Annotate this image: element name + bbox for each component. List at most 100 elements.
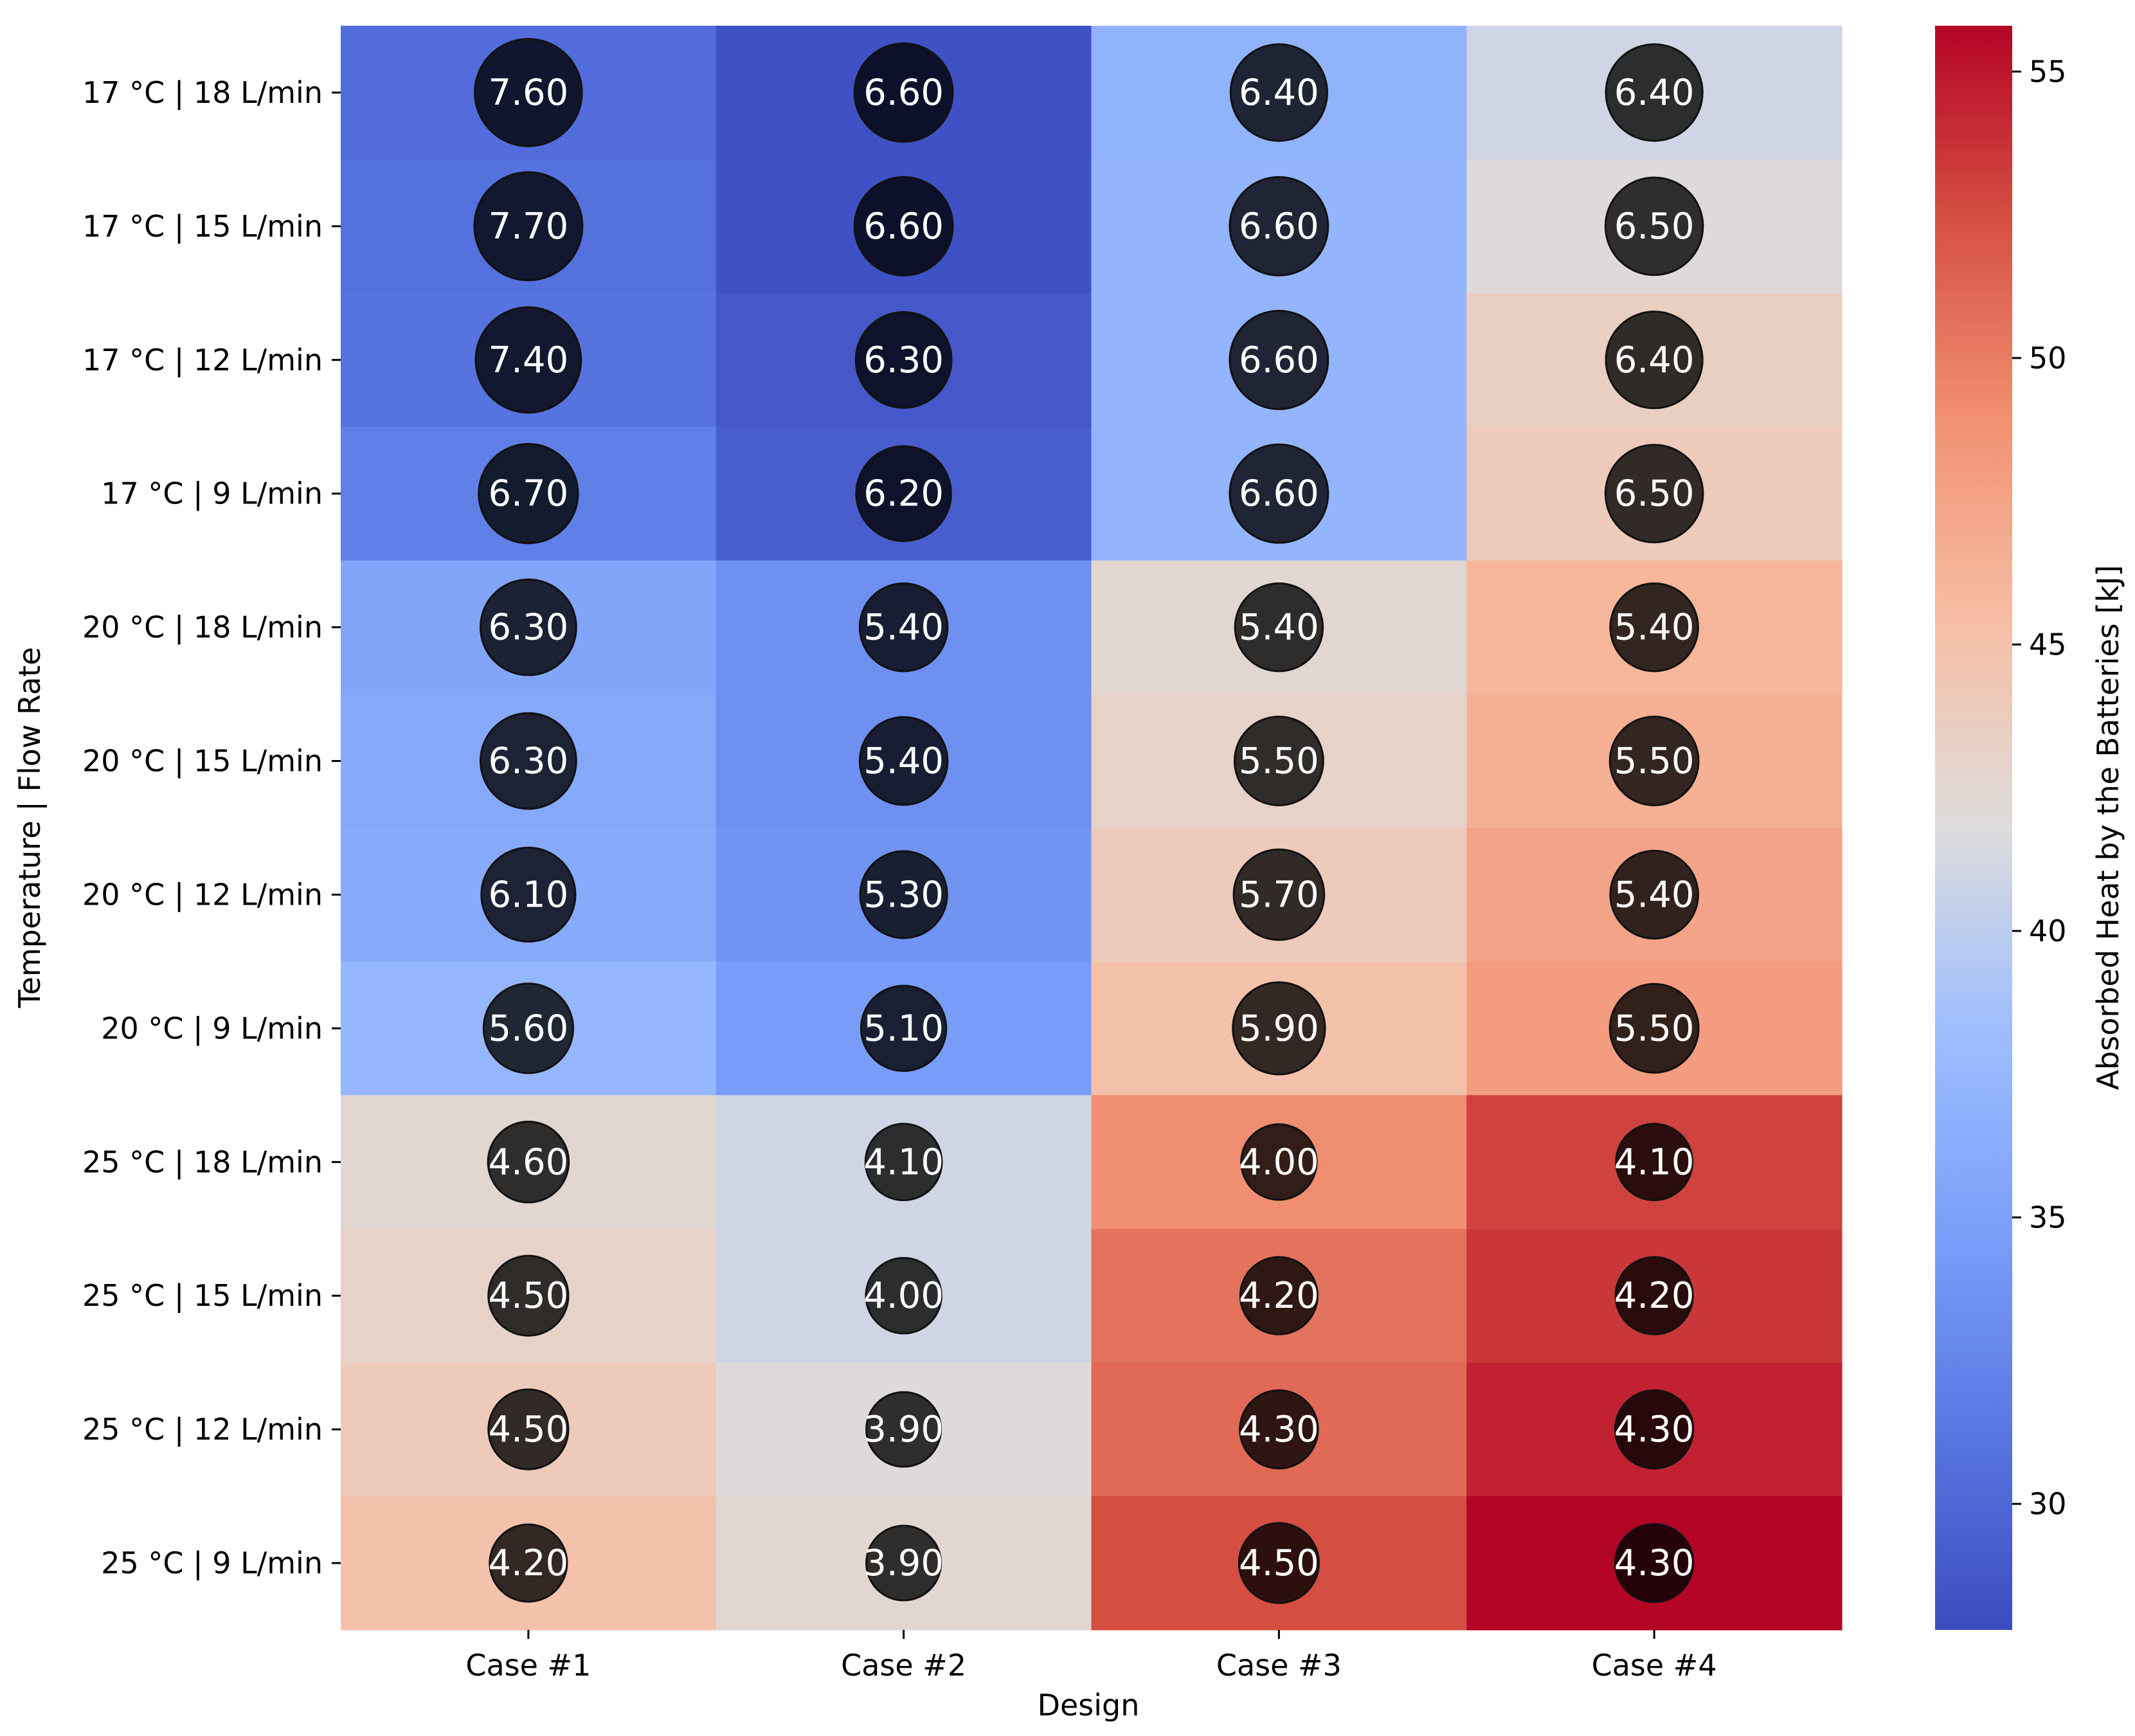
cell-value-label: 6.50 — [1614, 473, 1695, 515]
cell-value-label: 4.30 — [1239, 1409, 1319, 1451]
colorbar-gradient — [1935, 26, 2012, 1630]
value-circle — [1229, 43, 1328, 142]
cell-value-label: 6.60 — [863, 206, 944, 248]
value-circle — [474, 38, 583, 147]
cell-value-label: 5.40 — [1614, 874, 1695, 916]
cell-value-label: 4.00 — [1239, 1141, 1319, 1183]
value-circle — [1605, 43, 1704, 142]
value-circle — [1239, 1256, 1319, 1335]
value-circle — [479, 712, 577, 810]
value-circle — [858, 716, 949, 806]
cell-value-label: 6.30 — [489, 741, 569, 782]
value-circle — [865, 1391, 942, 1468]
value-circle — [1240, 1123, 1318, 1201]
cell-value-label: 6.60 — [1239, 473, 1319, 515]
value-circle — [487, 1254, 570, 1337]
cell-value-label: 4.10 — [863, 1141, 944, 1183]
cell-value-label: 6.60 — [863, 72, 944, 114]
y-tick-label: 25 °C | 18 L/min — [82, 1144, 323, 1180]
x-axis: Case #1 Case #2 Case #3 Case #4 — [465, 1630, 1717, 1683]
value-circle — [865, 1524, 942, 1602]
value-circle — [1614, 1523, 1695, 1604]
x-tick-label: Case #4 — [1592, 1648, 1717, 1683]
y-tick-label: 17 °C | 18 L/min — [82, 75, 323, 111]
value-circle — [860, 984, 948, 1072]
y-tick-label: 25 °C | 12 L/min — [82, 1412, 323, 1447]
value-circle — [854, 311, 953, 409]
colorbar-tick-label: 30 — [2029, 1487, 2067, 1521]
cell-value-label: 4.30 — [1614, 1409, 1695, 1451]
value-markers: 7.60 6.60 6.40 6.40 7.70 6.60 6.60 6.50 7.40 6.30… — [473, 38, 1704, 1604]
x-axis-label: Design — [1038, 1688, 1140, 1722]
value-circle — [1604, 444, 1704, 543]
value-circle — [1615, 1123, 1693, 1202]
value-circle — [859, 850, 948, 939]
value-circle — [487, 1388, 570, 1470]
cell-value-label: 7.70 — [489, 206, 569, 248]
cell-value-label: 6.10 — [489, 874, 569, 916]
cell-value-label: 4.10 — [1614, 1141, 1695, 1183]
value-circle — [1232, 848, 1326, 941]
value-circle — [865, 1257, 942, 1335]
cell-value-label: 5.50 — [1614, 741, 1695, 782]
value-circle — [853, 42, 954, 143]
cell-value-label: 3.90 — [863, 1409, 944, 1451]
x-tick-label: Case #1 — [465, 1648, 591, 1683]
cell-value-label: 4.30 — [1614, 1542, 1695, 1584]
x-tick-label: Case #3 — [1216, 1648, 1342, 1683]
value-circle — [480, 846, 577, 943]
cell-value-label: 4.50 — [489, 1409, 569, 1451]
colorbar-tick-label: 40 — [2029, 914, 2067, 948]
cell-value-label: 7.60 — [489, 72, 569, 114]
value-circle — [1604, 176, 1704, 276]
value-circle — [1609, 849, 1699, 940]
value-circle — [1239, 1389, 1319, 1470]
value-circle — [478, 443, 579, 545]
cell-value-label: 4.50 — [1239, 1542, 1319, 1584]
y-tick-label: 20 °C | 12 L/min — [82, 877, 323, 912]
y-tick-label: 20 °C | 18 L/min — [82, 610, 323, 646]
value-circle — [1614, 1256, 1694, 1335]
value-circle — [864, 1123, 943, 1202]
cell-value-label: 6.40 — [1239, 72, 1319, 114]
cell-value-label: 6.60 — [1239, 206, 1319, 248]
cell-value-label: 5.40 — [1239, 607, 1319, 649]
colorbar: 30 35 40 45 50 55 — [1935, 26, 2067, 1630]
y-tick-label: 17 °C | 15 L/min — [82, 209, 323, 244]
y-tick-label: 17 °C | 12 L/min — [82, 343, 323, 378]
cell-value-label: 6.30 — [489, 607, 569, 649]
cell-value-label: 6.30 — [863, 339, 944, 381]
value-circle — [1614, 1389, 1695, 1470]
x-tick-label: Case #2 — [841, 1648, 966, 1683]
cell-value-label: 5.40 — [863, 607, 944, 649]
value-circle — [1229, 309, 1329, 410]
value-circle — [1605, 311, 1704, 410]
y-tick-label: 20 °C | 9 L/min — [101, 1011, 323, 1046]
y-tick-label: 20 °C | 15 L/min — [82, 744, 323, 779]
value-circle — [853, 176, 954, 276]
cell-value-label: 5.50 — [1614, 1008, 1695, 1049]
value-circle — [858, 582, 949, 673]
cell-value-label: 5.70 — [1239, 874, 1319, 916]
cell-value-label: 6.40 — [1614, 72, 1695, 114]
y-tick-label: 17 °C | 9 L/min — [101, 476, 323, 512]
cell-value-label: 4.20 — [489, 1542, 569, 1584]
colorbar-tick-label: 45 — [2029, 627, 2067, 662]
value-circle — [487, 1121, 570, 1204]
cell-value-label: 5.30 — [863, 874, 944, 916]
colorbar-tick-label: 55 — [2029, 54, 2067, 89]
y-axis: 17 °C | 18 L/min 17 °C | 15 L/min 17 °C | … — [82, 75, 341, 1581]
cell-value-label: 6.40 — [1614, 339, 1695, 381]
value-circle — [479, 578, 577, 676]
cell-value-label: 4.00 — [863, 1275, 944, 1317]
value-circle — [1233, 716, 1324, 806]
colorbar-tick-label: 35 — [2029, 1200, 2067, 1234]
value-circle — [1609, 582, 1699, 673]
cell-value-label: 6.50 — [1614, 206, 1695, 248]
cell-value-label: 3.90 — [863, 1542, 944, 1584]
cell-value-label: 6.70 — [489, 473, 569, 515]
value-circle — [1234, 582, 1324, 673]
value-circle — [1608, 716, 1700, 806]
y-tick-label: 25 °C | 15 L/min — [82, 1278, 323, 1314]
